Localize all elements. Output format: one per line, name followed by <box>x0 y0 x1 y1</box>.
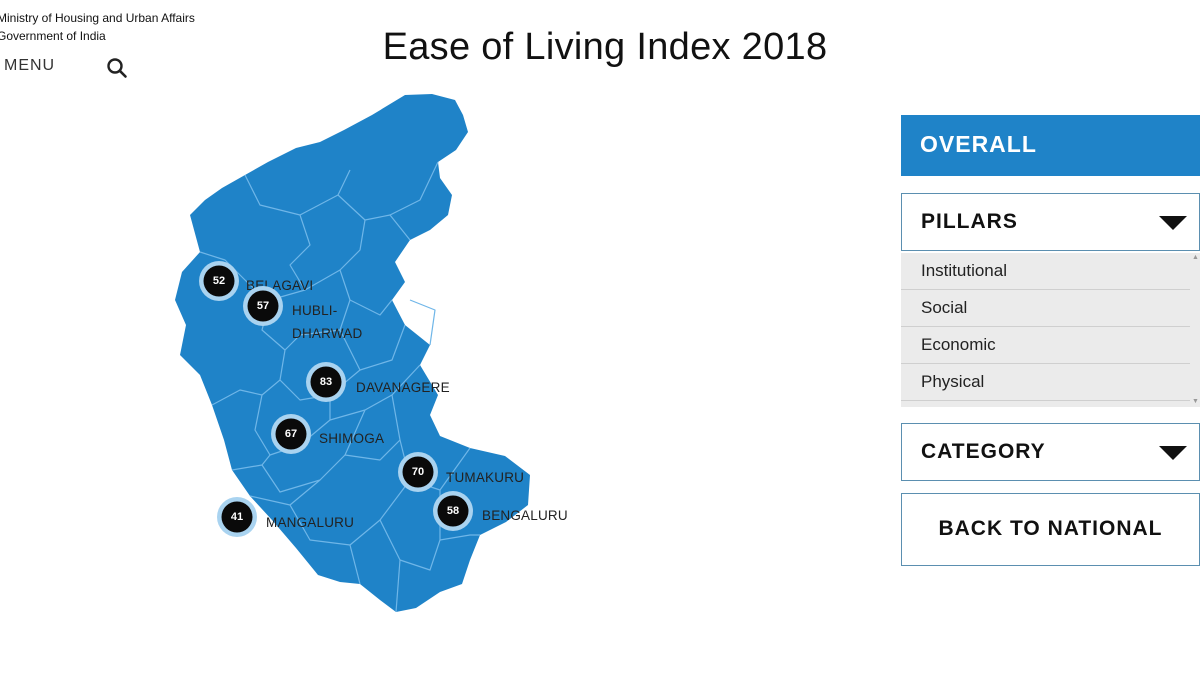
search-icon <box>107 58 127 78</box>
city-score: 58 <box>447 505 459 517</box>
marker-dot <box>275 418 307 450</box>
city-score: 70 <box>412 466 424 478</box>
marker-dot <box>247 290 279 322</box>
city-label: TUMAKURU <box>446 470 524 485</box>
back-to-national-button[interactable]: BACK TO NATIONAL <box>901 493 1200 566</box>
pillars-dropdown[interactable]: PILLARS <box>901 193 1200 251</box>
marker-dot <box>221 501 253 533</box>
marker-dot <box>310 366 342 398</box>
city-label: MANGALURU <box>266 515 354 530</box>
ministry-name: Ministry of Housing and Urban Affairs <box>0 11 195 25</box>
city-score: 67 <box>285 428 297 440</box>
state-outline <box>175 94 530 612</box>
city-marker[interactable]: 83 DAVANAGERE <box>306 362 450 402</box>
city-label: DAVANAGERE <box>356 380 450 395</box>
city-marker[interactable]: 67 SHIMOGA <box>271 414 384 454</box>
pillars-label: PILLARS <box>921 210 1018 233</box>
overall-tab[interactable]: OVERALL <box>901 115 1200 176</box>
city-score: 41 <box>231 511 243 523</box>
category-dropdown[interactable]: CATEGORY <box>901 423 1200 481</box>
government-name: Government of India <box>0 29 106 43</box>
page-title: Ease of Living Index 2018 <box>382 26 828 68</box>
menu-button[interactable]: MENU <box>4 57 56 74</box>
city-label-line2: DHARWAD <box>292 326 362 341</box>
caret-down-icon <box>1159 216 1187 230</box>
marker-dot <box>437 495 469 527</box>
scroll-up-icon[interactable]: ▲ <box>1192 254 1199 261</box>
district-borders <box>199 161 480 613</box>
city-marker[interactable]: 70 TUMAKURU <box>398 452 524 492</box>
city-score: 83 <box>320 376 332 388</box>
city-marker[interactable]: 57 HUBLI- DHARWAD <box>243 286 362 341</box>
pillar-item-economic[interactable]: Economic <box>901 327 1190 364</box>
city-score: 52 <box>213 275 225 287</box>
marker-dot <box>402 456 434 488</box>
category-label: CATEGORY <box>921 440 1046 463</box>
city-score: 57 <box>257 300 269 312</box>
pillar-item-social[interactable]: Social <box>901 290 1190 327</box>
city-marker[interactable]: 41 MANGALURU <box>217 497 354 537</box>
city-label: HUBLI- <box>292 303 337 318</box>
pillar-item-institutional[interactable]: Institutional <box>901 253 1190 290</box>
city-label: BENGALURU <box>482 508 568 523</box>
city-marker[interactable]: 52 BELAGAVI <box>199 261 313 301</box>
pillar-item-physical[interactable]: Physical <box>901 364 1190 401</box>
search-button[interactable] <box>106 57 128 79</box>
scroll-down-icon[interactable]: ▼ <box>1192 398 1199 405</box>
city-marker[interactable]: 58 BENGALURU <box>433 491 568 531</box>
ministry-header: Ministry of Housing and Urban Affairs Go… <box>0 9 195 45</box>
city-label: SHIMOGA <box>319 431 384 446</box>
marker-dot <box>203 265 235 297</box>
pillars-list[interactable]: Institutional Social Economic Physical ▲… <box>901 253 1200 407</box>
caret-down-icon <box>1159 446 1187 460</box>
